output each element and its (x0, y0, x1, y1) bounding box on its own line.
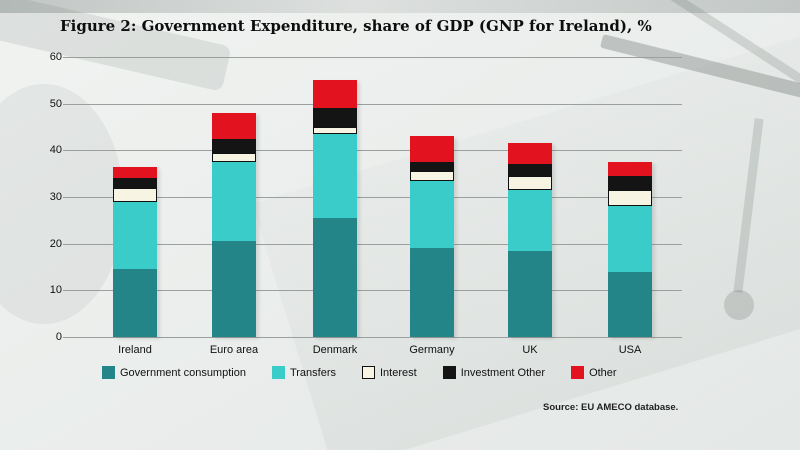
y-axis-tick (63, 103, 70, 105)
segment-transfers-germany (410, 180, 454, 249)
legend-label-investment-other: Investment Other (460, 366, 546, 379)
segment-other-denmark (313, 80, 357, 109)
segment-other-euro-area (212, 113, 256, 139)
legend-item-government-consumption: Government consumption (102, 366, 246, 379)
y-tick-label-0: 0 (55, 331, 62, 343)
x-axis-label-usa: USA (618, 344, 642, 356)
legend-item-other: Other (571, 366, 617, 379)
legend-item-interest: Interest (362, 366, 417, 379)
y-axis-tick (63, 243, 70, 245)
bar-denmark (313, 80, 357, 337)
segment-transfers-denmark (313, 133, 357, 218)
segment-interest-uk (508, 175, 552, 190)
segment-investment-other-ireland (113, 178, 157, 188)
segment-government-consumption-ireland (113, 269, 157, 337)
segment-other-ireland (113, 166, 157, 179)
legend-swatch-investment-other (442, 366, 456, 379)
segment-investment-other-usa (608, 176, 652, 190)
chart-title: Figure 2: Government Expenditure, share … (60, 17, 652, 35)
x-axis-label-denmark: Denmark (312, 344, 358, 356)
backdrop-top-strip (0, 0, 800, 13)
y-tick-label-40: 40 (49, 144, 62, 157)
legend-label-government-consumption: Government consumption (120, 366, 246, 379)
legend: Government consumption Transfers Interest I… (102, 366, 742, 379)
segment-government-consumption-uk (508, 250, 552, 337)
legend-label-other: Other (589, 366, 617, 379)
bar-euro-area (212, 113, 256, 337)
segment-other-germany (410, 136, 454, 162)
segment-other-uk (508, 143, 552, 165)
gridline-10 (70, 290, 682, 292)
y-tick-label-50: 50 (49, 97, 62, 110)
segment-other-usa (608, 162, 652, 176)
legend-swatch-transfers (271, 366, 285, 379)
legend-label-transfers: Transfers (289, 366, 336, 379)
source-note: Source: EU AMECO database. (543, 402, 679, 413)
legend-item-investment-other: Investment Other (442, 366, 546, 379)
y-axis-tick (63, 290, 70, 292)
segment-interest-denmark (313, 126, 357, 134)
backdrop-stretcher-leg (733, 118, 764, 293)
segment-government-consumption-denmark (313, 217, 357, 337)
legend-swatch-other (571, 366, 585, 379)
segment-interest-germany (410, 171, 454, 181)
legend-label-interest: Interest (380, 366, 417, 379)
gridline-20 (70, 243, 682, 245)
legend-swatch-government-consumption (102, 366, 115, 379)
legend-item-transfers: Transfers (271, 366, 336, 379)
segment-investment-other-denmark (313, 108, 357, 127)
segment-investment-other-euro-area (212, 138, 256, 153)
y-tick-label-10: 10 (49, 284, 62, 297)
segment-government-consumption-usa (608, 271, 652, 337)
bar-usa (608, 162, 652, 337)
gridline-60 (70, 57, 682, 58)
gridline-50 (70, 103, 682, 105)
y-axis-tick (63, 57, 70, 58)
segment-investment-other-germany (410, 161, 454, 172)
bar-uk (508, 143, 552, 337)
y-tick-label-60: 60 (49, 51, 62, 63)
x-axis-label-uk: UK (522, 344, 538, 356)
gridline-30 (70, 197, 682, 198)
segment-transfers-euro-area (212, 161, 256, 242)
segment-investment-other-uk (508, 164, 552, 176)
segment-interest-ireland (113, 187, 157, 202)
segment-transfers-uk (508, 189, 552, 251)
bar-germany (410, 136, 454, 337)
plot-area: 0 10 20 30 40 50 60 Ireland Euro area Denmark Germ… (50, 51, 682, 356)
segment-government-consumption-germany (410, 248, 454, 337)
y-tick-label-20: 20 (49, 237, 62, 250)
x-axis-label-germany: Germany (409, 344, 455, 356)
segment-government-consumption-euro-area (212, 241, 256, 337)
gridline-40 (70, 150, 682, 152)
segment-interest-usa (608, 190, 652, 207)
y-axis-tick (63, 150, 70, 152)
bar-ireland (113, 166, 157, 337)
x-axis-label-euro-area: Euro area (209, 344, 259, 356)
segment-transfers-ireland (113, 201, 157, 270)
y-tick-label-30: 30 (49, 191, 62, 203)
x-axis-label-ireland: Ireland (118, 344, 152, 356)
y-axis-tick (63, 337, 70, 338)
segment-transfers-usa (608, 206, 652, 272)
legend-swatch-interest (362, 366, 375, 379)
backdrop-stretcher-wheel (724, 290, 754, 320)
gridline-0 (70, 337, 682, 338)
segment-interest-euro-area (212, 152, 256, 162)
y-axis-tick (63, 197, 70, 198)
